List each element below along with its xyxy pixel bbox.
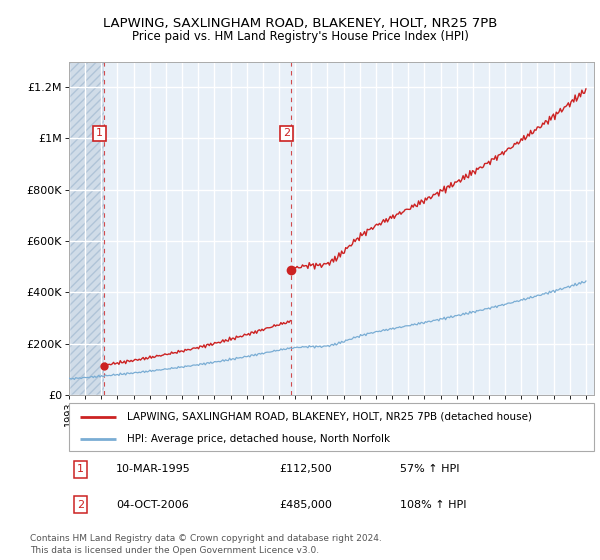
Text: £485,000: £485,000 — [279, 500, 332, 510]
Text: LAPWING, SAXLINGHAM ROAD, BLAKENEY, HOLT, NR25 7PB (detached house): LAPWING, SAXLINGHAM ROAD, BLAKENEY, HOLT… — [127, 412, 532, 422]
Text: Price paid vs. HM Land Registry's House Price Index (HPI): Price paid vs. HM Land Registry's House … — [131, 30, 469, 43]
Text: 04-OCT-2006: 04-OCT-2006 — [116, 500, 189, 510]
Text: Contains HM Land Registry data © Crown copyright and database right 2024.
This d: Contains HM Land Registry data © Crown c… — [30, 534, 382, 555]
Text: 57% ↑ HPI: 57% ↑ HPI — [400, 464, 459, 474]
Text: 10-MAR-1995: 10-MAR-1995 — [116, 464, 191, 474]
Text: LAPWING, SAXLINGHAM ROAD, BLAKENEY, HOLT, NR25 7PB: LAPWING, SAXLINGHAM ROAD, BLAKENEY, HOLT… — [103, 17, 497, 30]
Text: 2: 2 — [77, 500, 84, 510]
Text: HPI: Average price, detached house, North Norfolk: HPI: Average price, detached house, Nort… — [127, 434, 390, 444]
Text: 108% ↑ HPI: 108% ↑ HPI — [400, 500, 466, 510]
Text: 1: 1 — [96, 128, 103, 138]
Text: 1: 1 — [77, 464, 84, 474]
FancyBboxPatch shape — [69, 403, 594, 451]
Bar — [69, 62, 104, 395]
Text: 2: 2 — [283, 128, 290, 138]
Text: £112,500: £112,500 — [279, 464, 332, 474]
